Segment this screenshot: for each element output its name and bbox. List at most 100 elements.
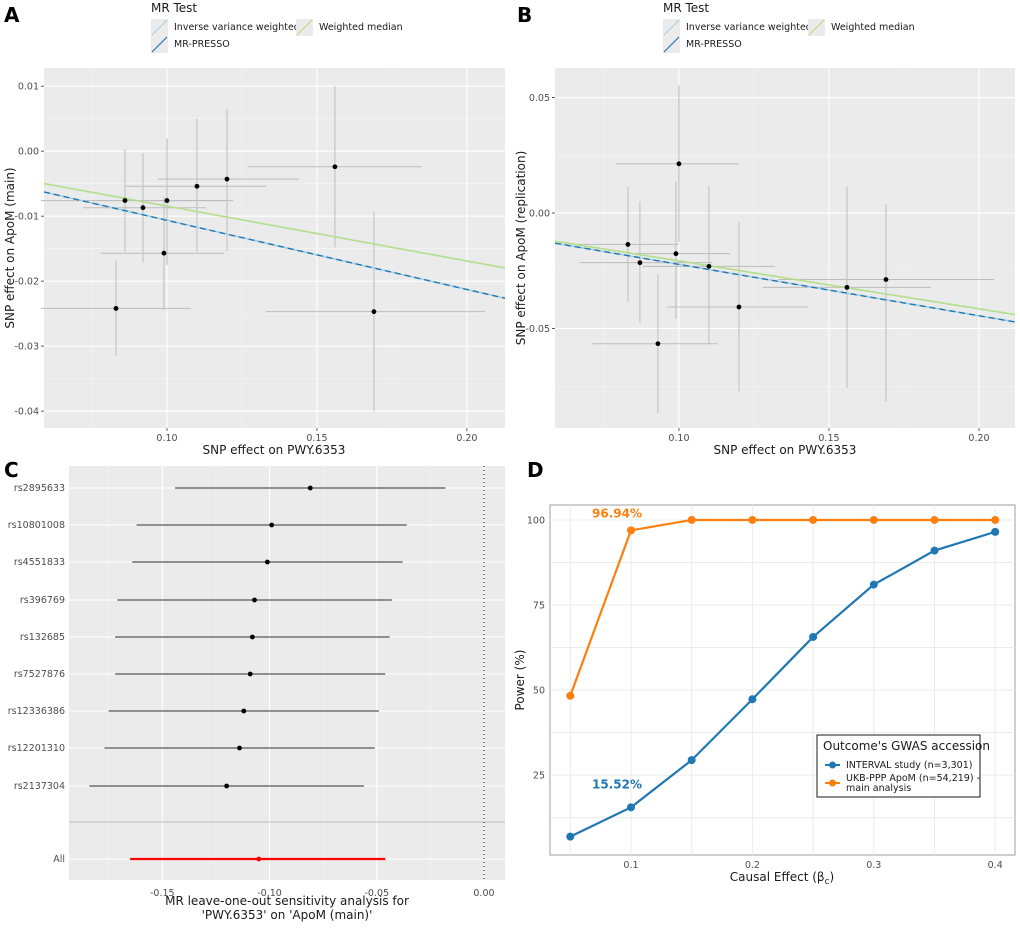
y-tick-label-a: -0.03 (14, 342, 39, 353)
plot-background-c (69, 466, 505, 880)
estimate-point-c (237, 745, 242, 751)
x-tick-label-b: 0.10 (668, 433, 689, 444)
legend-d-ukb-label-line1: UKB-PPP ApoM (n=54,219) - (846, 773, 980, 784)
series-marker-d-1 (626, 526, 635, 535)
y-axis-title-b: SNP effect on ApoM (replication) (514, 151, 528, 346)
series-marker-d-1 (930, 515, 939, 524)
data-point-a (371, 309, 377, 315)
regression-line-weighted-median-b (555, 240, 1015, 316)
data-point-b (844, 284, 850, 290)
data-point-a (113, 306, 119, 311)
series-marker-d-1 (991, 515, 1000, 524)
legend-d: Outcome's GWAS accession INTERVAL study … (816, 734, 990, 798)
legend-d-interval-label: INTERVAL study (n=3,301) (846, 760, 972, 771)
series-marker-d-1 (869, 515, 878, 524)
row-label-c: rs12336386 (8, 706, 65, 717)
legend-b-ivw-swatch (663, 19, 680, 36)
legend-b-ivw-label: Inverse variance weighted (686, 22, 812, 33)
legend-d-box (816, 734, 981, 798)
series-line-d-1 (569, 518, 996, 697)
regression-line-weighted-median-a (44, 182, 505, 269)
row-label-c: rs7527876 (14, 669, 65, 680)
x-axis-title-b: SNP effect on PWY.6353 (714, 443, 857, 457)
data-point-a (161, 250, 167, 256)
series-marker-d-0 (991, 527, 1000, 536)
data-point-b (625, 242, 631, 247)
legend-a-wm-label: Weighted median (319, 22, 403, 33)
x-axis-title-d: Causal Effect (βc) (730, 870, 834, 887)
row-label-c: rs132685 (20, 632, 65, 643)
x-tick-label-c: -0.10 (257, 888, 282, 899)
legend-b: MR Test Inverse variance weighted Weight… (663, 1, 915, 53)
y-axis-title-a: SNP effect on ApoM (main) (3, 167, 17, 328)
x-tick-label-b: 0.15 (818, 433, 839, 444)
x-axis-title-c-line2: 'PWY.6353' on 'ApoM (main)' (202, 908, 373, 922)
annotation-interval-power: 15.52% (592, 777, 642, 791)
series-marker-d-0 (809, 632, 818, 641)
legend-b-presso-swatch (663, 36, 680, 53)
legend-b-wm-swatch (808, 19, 825, 36)
x-axis-title-c-line1: MR leave-one-out sensitivity analysis fo… (165, 894, 409, 908)
panel-b-scatter: MR Test Inverse variance weighted Weight… (514, 1, 1015, 457)
panel-label-d: D (527, 458, 544, 482)
plot-background-b (555, 68, 1015, 428)
series-marker-d-1 (687, 515, 696, 524)
x-tick-label-b: 0.20 (968, 433, 989, 444)
legend-b-presso-label: MR-PRESSO (686, 39, 742, 50)
y-tick-label-d: 50 (533, 686, 545, 697)
annotation-ukb-power: 96.94% (592, 506, 642, 520)
y-tick-label-b: 0.05 (529, 93, 550, 104)
data-point-b (655, 341, 661, 347)
panel-label-a: A (4, 3, 20, 27)
x-tick-label-d: 0.2 (745, 860, 760, 871)
legend-d-interval-swatch-marker (829, 761, 836, 769)
data-point-b (736, 304, 742, 310)
y-tick-label-d: 25 (533, 771, 545, 782)
y-tick-label-a: -0.01 (14, 212, 39, 223)
estimate-point-c (241, 708, 247, 714)
x-tick-label-d: 0.3 (866, 860, 881, 871)
y-tick-label-a: 0.01 (18, 82, 39, 93)
data-point-b (637, 260, 643, 266)
legend-a-title: MR Test (151, 1, 197, 15)
x-axis-title-d-sub: c (825, 877, 830, 887)
plot-background-a (44, 68, 505, 428)
data-point-a (164, 198, 170, 203)
y-tick-label-d: 100 (527, 515, 545, 526)
series-marker-d-0 (626, 803, 635, 812)
y-tick-label-a: 0.00 (18, 147, 39, 158)
panel-label-c: C (4, 458, 19, 482)
series-marker-d-0 (748, 695, 757, 704)
y-axis-title-d: Power (%) (513, 650, 527, 711)
data-point-b (676, 161, 682, 167)
x-tick-label-a: 0.20 (456, 433, 477, 444)
legend-a-wm-swatch (296, 19, 313, 36)
series-marker-d-0 (687, 756, 696, 765)
regression-line-mr-presso-a (44, 191, 505, 299)
x-tick-label-c: 0.00 (473, 888, 494, 899)
y-tick-label-a: -0.02 (14, 277, 39, 288)
row-label-c: rs12201310 (8, 743, 65, 754)
y-tick-label-b: 0.00 (529, 209, 550, 220)
row-label-all-c: All (53, 854, 65, 865)
row-label-c: rs2137304 (14, 781, 65, 792)
series-marker-d-0 (566, 832, 575, 841)
series-marker-d-1 (748, 515, 757, 524)
regression-lines-a (44, 182, 505, 300)
data-point-b (706, 263, 712, 269)
legend-d-ukb-swatch-marker (829, 779, 836, 787)
x-tick-label-a: 0.15 (306, 433, 327, 444)
legend-d-ukb-label-line2: main analysis (846, 783, 911, 794)
x-axis-title-a: SNP effect on PWY.6353 (203, 443, 346, 457)
series-marker-d-0 (869, 580, 878, 589)
y-tick-label-b: -0.05 (525, 324, 550, 335)
panel-d-power: 0.1 0.2 0.3 0.4 25 50 75 100 96.94% 15.52% Causal… (513, 504, 1016, 887)
row-label-c: rs396769 (20, 595, 65, 606)
legend-a-presso-swatch (151, 36, 168, 53)
data-point-a (194, 183, 200, 189)
regression-line-mr-presso-b (555, 242, 1015, 323)
data-point-a (122, 198, 128, 203)
y-tick-label-a: -0.04 (14, 407, 39, 418)
estimate-point-c (264, 559, 270, 565)
